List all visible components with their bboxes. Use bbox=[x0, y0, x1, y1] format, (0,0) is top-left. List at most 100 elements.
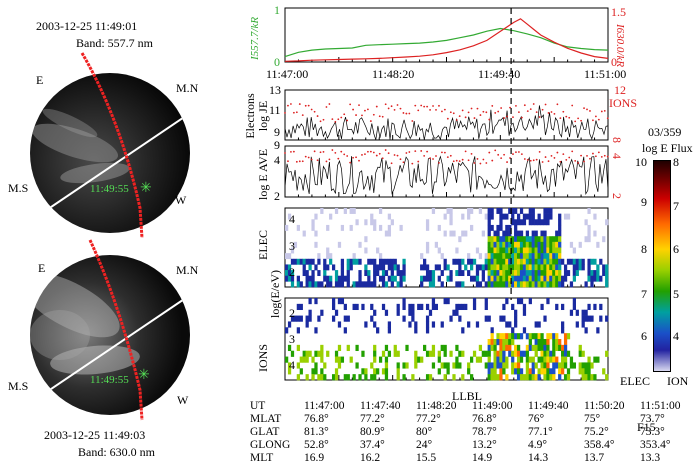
ephemeris-value: 13.7 bbox=[584, 452, 605, 464]
heatmap-cell bbox=[561, 303, 565, 311]
heatmap-cell bbox=[540, 264, 544, 271]
heatmap-cell bbox=[555, 230, 559, 237]
heatmap-cell bbox=[423, 275, 427, 282]
heatmap-cell bbox=[393, 264, 397, 271]
heatmap-cell bbox=[516, 356, 521, 363]
heatmap-cell bbox=[496, 264, 500, 271]
heatmap-cell bbox=[511, 241, 515, 248]
heatmap-cell bbox=[458, 303, 462, 311]
heatmap-cell bbox=[358, 374, 362, 381]
heatmap-cell bbox=[402, 362, 406, 369]
ion-ave-dot bbox=[446, 156, 449, 159]
heatmap-cell bbox=[317, 350, 321, 357]
heatmap-cell bbox=[552, 368, 556, 375]
heatmap-cell bbox=[546, 281, 550, 288]
ion-ave-dot bbox=[316, 159, 319, 162]
heatmap-cell bbox=[490, 333, 494, 340]
heatmap-cell bbox=[508, 241, 512, 248]
heatmap-cell bbox=[381, 303, 386, 311]
heatmap-cell bbox=[449, 208, 453, 214]
heatmap-cell bbox=[490, 362, 494, 369]
heatmap-cell bbox=[449, 230, 453, 237]
heatmap-cell bbox=[540, 339, 544, 346]
heatmap-cell bbox=[425, 374, 430, 381]
heatmap-cell bbox=[528, 339, 532, 346]
heatmap-cell bbox=[528, 253, 532, 260]
ion-ave-dot bbox=[355, 156, 357, 159]
heatmap-cell bbox=[563, 356, 568, 363]
heatmap-cell bbox=[373, 264, 377, 271]
heatmap-cell bbox=[373, 275, 377, 282]
heatmap-cell bbox=[505, 258, 509, 265]
heatmap-cell bbox=[373, 281, 377, 288]
heatmap-cell bbox=[311, 356, 315, 363]
ion-ave-dot bbox=[361, 154, 363, 156]
heatmap-cell bbox=[490, 368, 494, 375]
energy-axis-label: log(E/eV) bbox=[268, 270, 282, 318]
ion-je-dot bbox=[556, 103, 559, 106]
ion-je-dot bbox=[396, 104, 399, 106]
ion-je-dot bbox=[476, 107, 479, 110]
heatmap-cell bbox=[531, 356, 535, 363]
heatmap-cell bbox=[320, 309, 324, 316]
ion-je-dot bbox=[393, 108, 396, 111]
heatmap-cell bbox=[508, 253, 512, 260]
heatmap-cell bbox=[543, 247, 547, 254]
heatmap-cell bbox=[514, 219, 518, 226]
heatmap-cell bbox=[323, 264, 327, 271]
heatmap-cell bbox=[370, 219, 374, 226]
ephemeris-value: 16.9 bbox=[304, 452, 325, 464]
heatmap-cell bbox=[558, 230, 562, 237]
heatmap-cell bbox=[528, 356, 532, 363]
heatmap-cell bbox=[508, 281, 512, 288]
heatmap-cell bbox=[390, 281, 394, 288]
heatmap-cell bbox=[563, 374, 568, 381]
heatmap-cell bbox=[572, 258, 576, 265]
heatmap-cell bbox=[352, 303, 356, 311]
heatmap-cell bbox=[367, 270, 371, 277]
satellite-track bbox=[80, 52, 144, 238]
ion-ave-dot bbox=[473, 162, 476, 164]
heatmap-cell bbox=[563, 333, 568, 340]
heatmap-cell bbox=[549, 275, 553, 282]
heatmap-cell bbox=[514, 258, 518, 265]
heatmap-cell bbox=[326, 247, 330, 254]
ion-je-dot bbox=[367, 108, 369, 111]
heatmap-cell bbox=[587, 368, 591, 375]
heatmap-cell bbox=[346, 264, 350, 271]
heatmap-cell bbox=[290, 315, 295, 322]
heatmap-cell bbox=[566, 333, 571, 340]
heatmap-cell bbox=[452, 230, 456, 237]
heatmap-cell bbox=[543, 350, 547, 357]
heatmap-cell bbox=[285, 270, 289, 277]
ave-ytick-right-4: 4 bbox=[610, 153, 624, 159]
heatmap-cell bbox=[373, 356, 377, 363]
heatmap-cell bbox=[285, 224, 289, 231]
heatmap-cell bbox=[525, 258, 530, 265]
heatmap-cell bbox=[516, 275, 521, 282]
heatmap-cell bbox=[516, 253, 521, 260]
heatmap-cell bbox=[596, 264, 600, 271]
heatmap-cell bbox=[572, 303, 576, 311]
heatmap-cell bbox=[496, 236, 500, 243]
heatmap-cell bbox=[387, 230, 392, 237]
ephemeris-value: 4.9° bbox=[528, 439, 547, 451]
ion-je-dot bbox=[292, 111, 295, 114]
heatmap-cell bbox=[355, 258, 359, 265]
heatmap-cell bbox=[370, 281, 374, 288]
bottom-dir-w: W bbox=[177, 393, 189, 407]
heatmap-cell bbox=[581, 350, 585, 357]
heatmap-cell bbox=[484, 253, 488, 260]
heatmap-cell bbox=[587, 303, 591, 311]
heatmap-cell bbox=[358, 258, 362, 265]
heatmap-cell bbox=[546, 258, 550, 265]
heatmap-cell bbox=[390, 219, 394, 226]
heatmap-cell bbox=[340, 298, 345, 305]
heatmap-cell bbox=[511, 281, 515, 288]
ion-ave-dot bbox=[529, 159, 532, 162]
heatmap-cell bbox=[534, 344, 538, 352]
heatmap-cell bbox=[519, 350, 524, 357]
heatmap-cell bbox=[326, 281, 330, 288]
heatmap-cell bbox=[337, 321, 342, 328]
heatmap-cell bbox=[346, 374, 350, 381]
